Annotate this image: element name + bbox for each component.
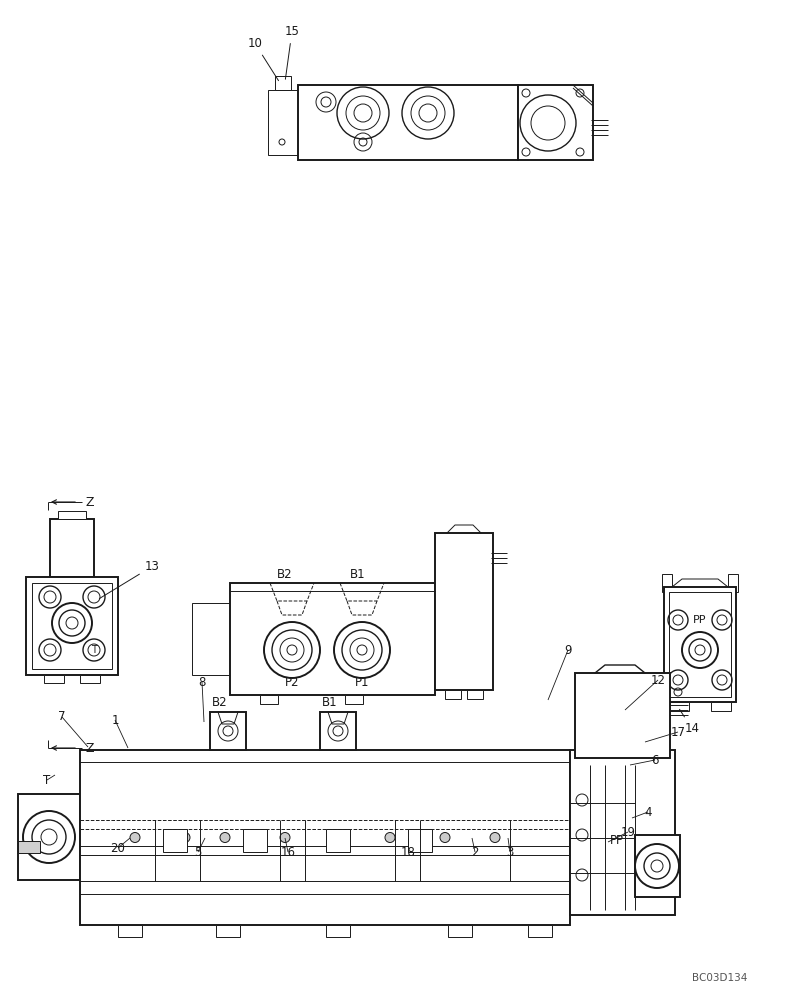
Circle shape xyxy=(333,832,343,842)
Bar xyxy=(298,85,518,160)
Text: 4: 4 xyxy=(644,806,652,818)
Bar xyxy=(326,925,350,937)
Bar xyxy=(669,592,731,697)
Circle shape xyxy=(490,832,500,842)
Text: Z: Z xyxy=(86,742,95,754)
Bar xyxy=(711,702,731,711)
Text: 17: 17 xyxy=(671,726,685,738)
Circle shape xyxy=(440,832,450,842)
Bar xyxy=(518,85,593,160)
Text: 14: 14 xyxy=(680,709,700,735)
Bar xyxy=(80,750,570,925)
Bar xyxy=(728,574,738,592)
Bar xyxy=(662,574,672,592)
Bar xyxy=(528,925,552,937)
Text: B1: B1 xyxy=(322,696,338,708)
Bar xyxy=(210,712,246,750)
Bar xyxy=(635,835,680,897)
Text: B2: B2 xyxy=(213,696,228,708)
Text: P1: P1 xyxy=(355,676,369,690)
Text: Z: Z xyxy=(86,495,95,508)
Bar xyxy=(268,90,298,155)
Bar xyxy=(216,925,240,937)
Text: T: T xyxy=(44,774,51,786)
Text: 20: 20 xyxy=(111,842,125,854)
Bar xyxy=(260,695,278,704)
Text: 9: 9 xyxy=(564,644,572,656)
Bar xyxy=(230,583,435,695)
Text: 12: 12 xyxy=(650,674,666,686)
Bar xyxy=(664,587,736,702)
Bar xyxy=(50,519,94,577)
Bar xyxy=(32,583,112,669)
Text: 2: 2 xyxy=(471,846,479,858)
Bar xyxy=(575,673,670,758)
Circle shape xyxy=(220,832,230,842)
Text: 18: 18 xyxy=(401,846,415,858)
Bar xyxy=(467,690,483,699)
Text: 7: 7 xyxy=(58,710,65,724)
Text: 3: 3 xyxy=(507,846,514,858)
Text: T: T xyxy=(91,645,97,655)
Circle shape xyxy=(280,832,290,842)
Bar xyxy=(448,925,472,937)
Text: PP: PP xyxy=(610,834,624,846)
Text: P2: P2 xyxy=(284,676,299,690)
Bar xyxy=(669,702,689,711)
Text: 16: 16 xyxy=(280,846,296,858)
Text: 5: 5 xyxy=(194,846,202,858)
Bar xyxy=(435,533,493,690)
Text: 13: 13 xyxy=(99,560,159,599)
Text: B1: B1 xyxy=(350,568,366,582)
Text: BC03D134: BC03D134 xyxy=(692,973,747,983)
Bar xyxy=(243,829,267,852)
Text: PP: PP xyxy=(693,615,707,625)
Text: 10: 10 xyxy=(247,37,279,81)
Text: 6: 6 xyxy=(651,754,659,766)
Bar xyxy=(18,794,80,880)
Bar xyxy=(44,675,64,683)
Text: 15: 15 xyxy=(284,25,300,79)
Bar xyxy=(58,511,86,519)
Bar xyxy=(118,925,142,937)
Bar xyxy=(345,695,363,704)
Bar xyxy=(163,829,187,852)
Bar xyxy=(408,829,432,852)
Bar xyxy=(275,76,291,90)
Circle shape xyxy=(130,832,140,842)
Bar xyxy=(192,603,230,675)
Bar xyxy=(18,841,40,853)
Bar xyxy=(320,712,356,750)
Bar xyxy=(570,750,675,915)
Text: B2: B2 xyxy=(277,568,292,582)
Circle shape xyxy=(180,832,190,842)
Text: 8: 8 xyxy=(198,676,206,688)
Bar xyxy=(80,675,100,683)
Circle shape xyxy=(385,832,395,842)
Bar xyxy=(326,829,350,852)
Text: 1: 1 xyxy=(112,714,119,726)
Bar xyxy=(26,577,118,675)
Text: 19: 19 xyxy=(621,826,636,838)
Bar xyxy=(445,690,461,699)
